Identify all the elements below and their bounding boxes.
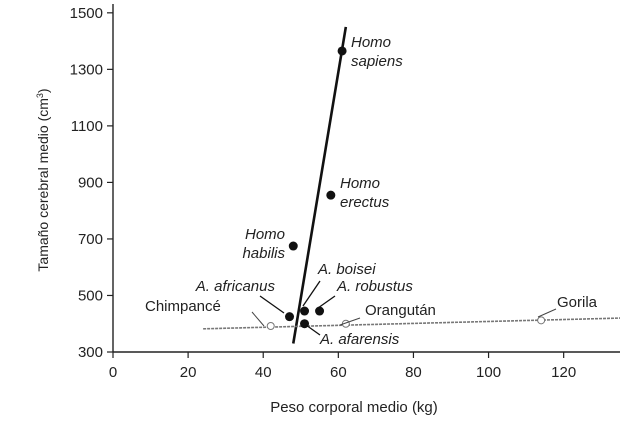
hominin-label-line: Homo <box>351 34 391 51</box>
axes: 0 20 40 60 80 100 120 300 500 700 900 1100 1300 1500 <box>70 4 620 381</box>
hominin-label-line: habilis <box>242 245 285 262</box>
hominin-label-line: Homo <box>340 175 380 192</box>
x-tick-label: 0 <box>109 364 117 381</box>
ape-trend-line <box>203 317 621 330</box>
hominin-label-line: erectus <box>340 194 390 211</box>
y-tick-label: 1100 <box>71 118 103 135</box>
hominin-label: Homo habilis <box>242 226 285 262</box>
x-tick-label: 40 <box>255 364 272 381</box>
hominin-label-line: A. boisei <box>317 261 376 278</box>
y-tick-label: 300 <box>78 344 103 361</box>
x-tick-label: 120 <box>551 364 576 381</box>
data-points <box>266 46 546 330</box>
x-tick-label: 60 <box>330 364 347 381</box>
hominin-label-line: A. africanus <box>195 278 276 295</box>
hominin-label: A. boisei <box>317 261 376 278</box>
leader-line <box>251 311 265 327</box>
x-tick-label: 80 <box>405 364 422 381</box>
x-axis-label: Peso corporal medio (kg) <box>270 399 438 416</box>
hominin-label: A. afarensis <box>319 331 400 348</box>
hominin-point <box>326 190 336 200</box>
point-labels: Homo sapiens Homo erectus Homo habilis A. bois… <box>145 34 598 348</box>
leader-line <box>339 317 361 326</box>
y-tick-label: 1500 <box>70 5 103 22</box>
ape-label: Chimpancé <box>145 298 221 315</box>
hominin-label: A. robustus <box>336 278 413 295</box>
hominin-point <box>337 46 347 56</box>
leader-line <box>305 324 321 336</box>
leader-line <box>259 295 285 314</box>
y-tick-label: 1300 <box>70 61 103 78</box>
hominin-point <box>288 241 298 251</box>
ape-point <box>537 316 546 325</box>
hominin-label: Homo sapiens <box>351 34 403 70</box>
ape-label: Orangután <box>365 302 436 319</box>
hominin-label-line: A. afarensis <box>319 331 400 348</box>
hominin-trend-line <box>291 26 348 344</box>
x-tick-label: 20 <box>180 364 197 381</box>
hominin-label-line: A. robustus <box>336 278 413 295</box>
y-tick-label: 900 <box>78 174 103 191</box>
hominin-point <box>300 306 310 316</box>
leader-line <box>537 308 557 318</box>
y-axis-label: Tamaño cerebral medio (cm3) <box>35 88 51 271</box>
hominin-label-line: Homo <box>245 226 285 243</box>
hominin-point <box>285 312 295 322</box>
y-tick-label: 500 <box>78 287 103 304</box>
hominin-point <box>315 306 325 316</box>
ape-point <box>266 321 275 330</box>
hominin-label: A. africanus <box>195 278 276 295</box>
leader-line <box>302 280 321 307</box>
leader-line <box>317 295 336 309</box>
hominin-label: Homo erectus <box>340 175 390 211</box>
y-tick-label: 700 <box>78 231 103 248</box>
x-tick-label: 100 <box>476 364 501 381</box>
ape-label: Gorila <box>557 294 598 311</box>
hominin-label-line: sapiens <box>351 53 403 70</box>
